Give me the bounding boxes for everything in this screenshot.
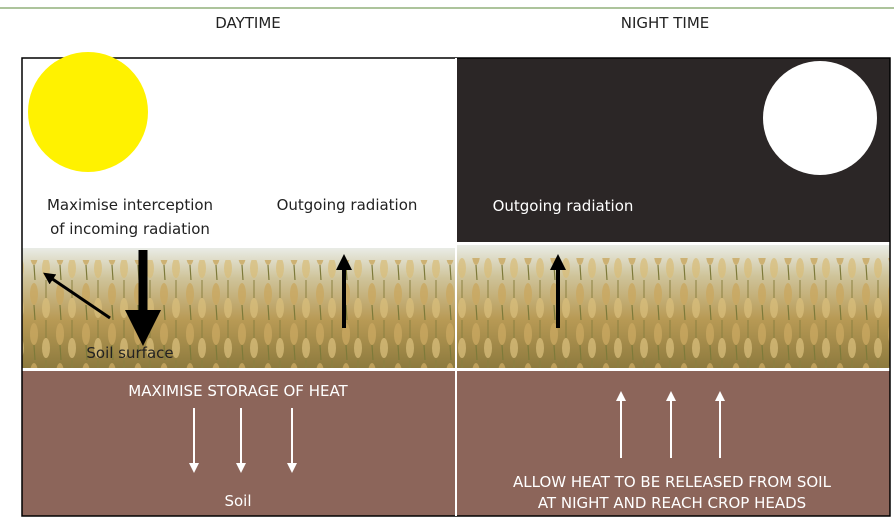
release-line-2: AT NIGHT AND REACH CROP HEADS [538, 494, 806, 512]
release-line-1: ALLOW HEAT TO BE RELEASED FROM SOIL [513, 473, 832, 491]
night-outgoing: Outgoing radiation [493, 197, 634, 215]
night-crop-heads [457, 258, 890, 368]
day-soil [22, 371, 455, 516]
interception-line-1: Maximise interception [47, 196, 213, 214]
day-outgoing: Outgoing radiation [277, 196, 418, 214]
sun [28, 52, 148, 172]
day-header: DAYTIME [215, 14, 281, 32]
night-header: NIGHT TIME [621, 14, 709, 32]
storage: MAXIMISE STORAGE OF HEAT [128, 382, 348, 400]
soil-surface: Soil surface [86, 344, 173, 362]
soil-label: Soil [224, 492, 251, 510]
reflected-arrow [43, 272, 111, 320]
day-crop-heads [22, 260, 455, 368]
moon [763, 61, 877, 175]
interception-line-2: of incoming radiation [50, 220, 210, 238]
